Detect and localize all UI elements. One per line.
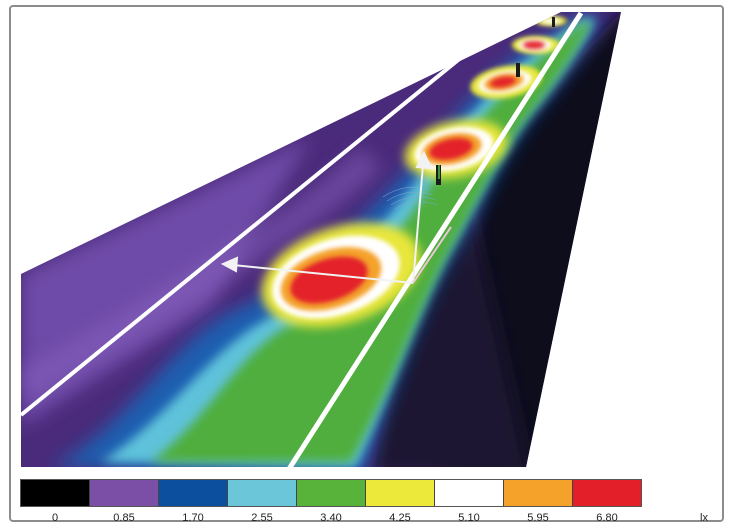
swatch-5 <box>366 480 435 506</box>
swatch-0 <box>21 480 90 506</box>
hotspot-4 <box>512 36 560 54</box>
legend-tick: 0 <box>51 512 59 524</box>
illuminance-road-scene <box>19 11 621 471</box>
legend-tick: 5.10 <box>458 512 480 524</box>
hotspot-5 <box>535 16 567 26</box>
luminaire-pole-2 <box>516 63 520 77</box>
luminaire-pole-1 <box>436 165 441 185</box>
swatch-3 <box>228 480 297 506</box>
swatch-8 <box>573 480 641 506</box>
lane-line-right <box>286 11 584 471</box>
legend-tick: 5.95 <box>527 512 549 524</box>
illuminance-color-scale <box>20 479 642 507</box>
swatch-7 <box>504 480 573 506</box>
measurement-grid <box>382 186 439 210</box>
legend-tick: 6.80 <box>596 512 618 524</box>
hotspot-2 <box>404 119 508 179</box>
legend-tick: 2.55 <box>251 512 273 524</box>
swatch-4 <box>297 480 366 506</box>
swatch-2 <box>159 480 228 506</box>
legend-tick: 3.40 <box>320 512 342 524</box>
lane-line-left <box>19 11 518 417</box>
hotspot-3 <box>470 65 542 99</box>
legend-tick: 1.70 <box>182 512 204 524</box>
legend-tick: 0.85 <box>113 512 135 524</box>
luminaire-pole-3 <box>552 17 555 27</box>
axis-arrows <box>220 150 452 284</box>
legend-tick: 4.25 <box>389 512 411 524</box>
swatch-1 <box>90 480 159 506</box>
swatch-6 <box>435 480 504 506</box>
legend-unit: lx <box>700 512 708 524</box>
